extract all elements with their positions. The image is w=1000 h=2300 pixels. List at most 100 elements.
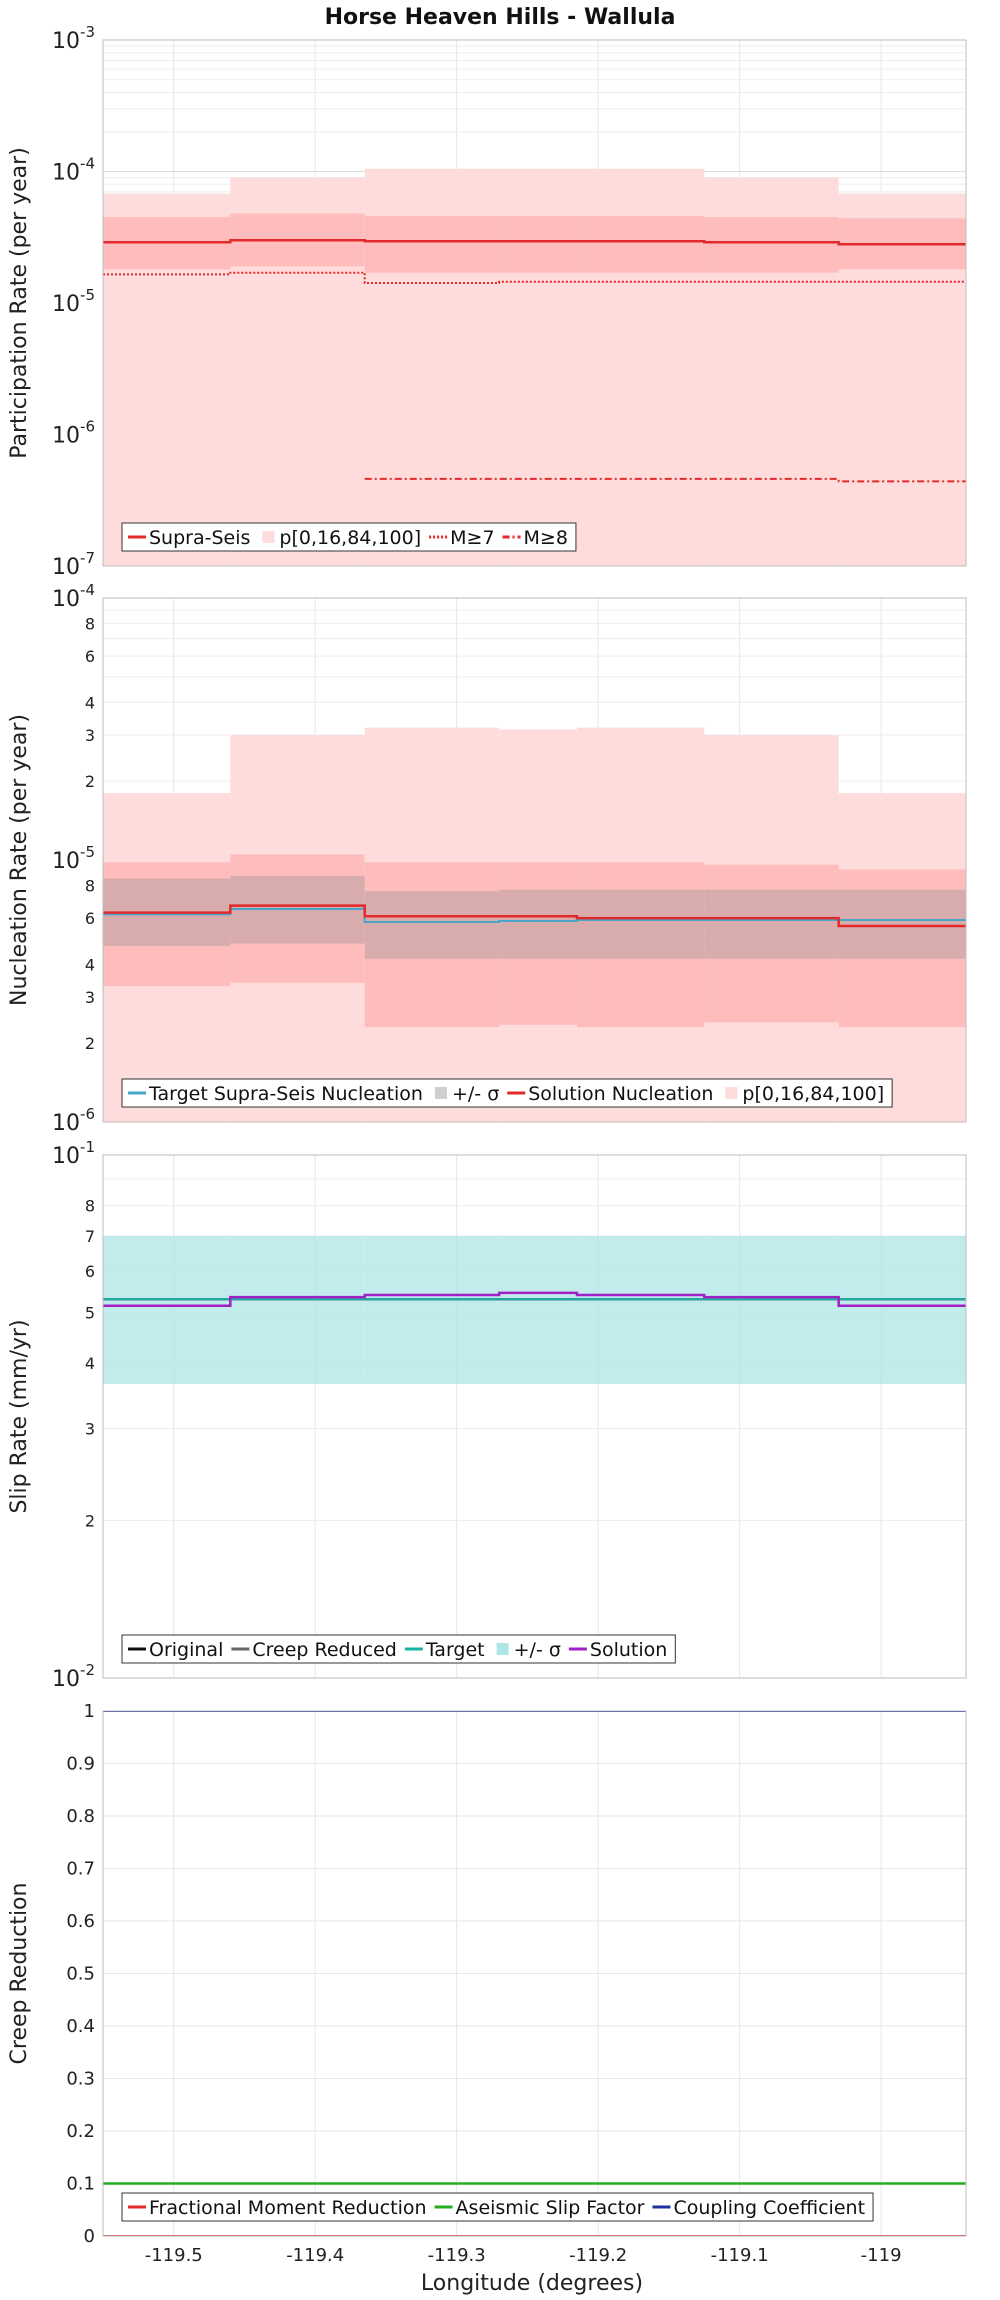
y-ticks: 0 0.1 0.2 0.3 0.4 0.5 0.6 0.7 0.8 0.9 1 — [66, 1701, 95, 2247]
band-segment — [103, 1236, 231, 1384]
band-segment — [704, 864, 839, 1023]
y-tick-label: 10-4 — [52, 155, 95, 186]
band-segment — [499, 862, 577, 1025]
y-tick-label: 4 — [85, 1354, 95, 1373]
x-tick-label: -119.5 — [145, 2245, 203, 2266]
band-segment — [230, 854, 365, 983]
legend-swatch — [496, 1643, 509, 1655]
legend-item-label: Aseismic Slip Factor — [456, 2197, 645, 2219]
plot-area — [103, 168, 966, 566]
legend-item-label: +/- σ — [514, 1639, 561, 1661]
band-segment — [704, 217, 839, 273]
band-segment — [838, 889, 966, 959]
y-axis-label: Slip Rate (mm/yr) — [7, 1319, 32, 1513]
y-tick-label: 8 — [85, 614, 95, 633]
band-segment — [230, 1236, 365, 1384]
legend-box — [121, 1078, 893, 1108]
grid — [103, 1710, 966, 2237]
x-tick-label: -119.4 — [286, 2245, 344, 2266]
y-tick-label: 3 — [85, 726, 95, 745]
y-tick-label: 2 — [85, 1034, 95, 1053]
y-tick-label: 0.6 — [66, 1911, 95, 1932]
x-tick-label: -119.3 — [428, 2245, 486, 2266]
band-segment — [103, 862, 231, 987]
y-tick-label: 6 — [85, 647, 95, 666]
y-axis-label: Participation Rate (per year) — [7, 147, 32, 459]
plot-frame — [102, 1154, 967, 1679]
band-segment — [364, 215, 500, 273]
panel-1: 10-7 10-6 10-5 10-4 10-3 Participation Rate (… — [7, 23, 967, 580]
legend: Original Creep Reduced Target +/- σ Solution — [121, 1634, 676, 1664]
band-segment — [576, 889, 705, 959]
y-tick-label: 0.9 — [66, 1754, 95, 1775]
y-tick-label: 0.4 — [66, 2016, 95, 2037]
y-tick-label: 6 — [85, 909, 95, 928]
y-tick-label: 4 — [85, 693, 95, 712]
band-1 — [103, 1236, 966, 1384]
y-axis-label: Creep Reduction — [7, 1883, 32, 2065]
legend-item-label: Solution — [590, 1639, 667, 1661]
band-segment — [576, 862, 705, 1028]
legend-item-label: M≥8 — [524, 527, 568, 549]
x-axis-label: Longitude (degrees) — [421, 2271, 643, 2296]
legend-item-label: +/- σ — [452, 1083, 499, 1105]
series-line — [364, 477, 966, 483]
legend-swatch — [262, 531, 275, 543]
y-ticks: 10-2 2 3 4 5 6 7 8 10-1 — [52, 1138, 95, 1692]
band-2 — [103, 854, 966, 1028]
legend-item-label: Solution Nucleation — [528, 1083, 713, 1105]
y-tick-label: 3 — [85, 1419, 95, 1438]
grid — [103, 1155, 966, 1679]
y-tick-label: 10-5 — [52, 286, 95, 317]
band-segment — [704, 889, 839, 959]
legend: Supra-Seis p[0,16,84,100] M≥7 M≥8 — [121, 522, 577, 552]
y-tick-label: 0.8 — [66, 1806, 95, 1827]
x-tick-label: -119 — [861, 2245, 902, 2266]
band-segment — [576, 215, 705, 273]
series-line — [103, 239, 966, 246]
band-segment — [364, 862, 500, 1028]
legend-item-label: Target — [425, 1639, 485, 1661]
panel-3: 10-2 2 3 4 5 6 7 8 10-1 Slip Rate (mm/yr) Original… — [7, 1138, 967, 1692]
y-tick-label: 0.5 — [66, 1964, 95, 1985]
legend-item-label: Target Supra-Seis Nucleation — [148, 1083, 423, 1105]
y-tick-label: 10-6 — [52, 1105, 95, 1136]
legend-box — [121, 1634, 676, 1664]
x-tick-label: -119.2 — [569, 2245, 627, 2266]
y-axis-label: Nucleation Rate (per year) — [7, 714, 32, 1006]
plot-frame — [102, 1710, 967, 2237]
band-segment — [704, 1236, 839, 1384]
band-segment — [364, 1236, 500, 1384]
panel-4: 0 0.1 0.2 0.3 0.4 0.5 0.6 0.7 0.8 0.9 1 Creep Reduc… — [7, 1701, 967, 2247]
legend: Fractional Moment Reduction Aseismic Slip… — [121, 2192, 874, 2222]
y-tick-label: 2 — [85, 1512, 95, 1531]
y-tick-label: 8 — [85, 1197, 95, 1216]
x-tick-label: -119.1 — [711, 2245, 769, 2266]
legend-item-label: Original — [149, 1639, 223, 1661]
plot-area — [103, 1711, 966, 2236]
legend-item-label: Supra-Seis — [149, 527, 250, 549]
y-tick-label: 0.7 — [66, 1859, 95, 1880]
panel-2: 10-6 2 3 4 6 8 10-5 2 3 4 6 8 10-4 Nucleation Rate (p… — [7, 581, 967, 1136]
y-ticks: 10-7 10-6 10-5 10-4 10-3 — [52, 23, 95, 580]
y-tick-label: 10-5 — [52, 843, 95, 874]
y-tick-label: 5 — [85, 1303, 95, 1322]
y-tick-label: 0.2 — [66, 2121, 95, 2142]
plot-area — [103, 727, 966, 1122]
series-line — [103, 1291, 966, 1307]
y-tick-label: 10-1 — [52, 1138, 95, 1169]
y-tick-label: 0.1 — [66, 2174, 95, 2195]
y-tick-label: 7 — [85, 1227, 95, 1246]
legend-item-label: Fractional Moment Reduction — [149, 2197, 427, 2219]
band-segment — [364, 891, 500, 959]
y-tick-label: 2 — [85, 772, 95, 791]
series-line — [103, 904, 966, 928]
y-tick-label: 10-2 — [52, 1661, 95, 1692]
plot-area — [103, 1236, 966, 1384]
band-segment — [499, 1236, 577, 1384]
legend-item-label: Creep Reduced — [252, 1639, 396, 1661]
band-segment — [499, 215, 577, 273]
legend-box — [121, 2192, 874, 2222]
y-tick-label: 10-3 — [52, 23, 95, 54]
